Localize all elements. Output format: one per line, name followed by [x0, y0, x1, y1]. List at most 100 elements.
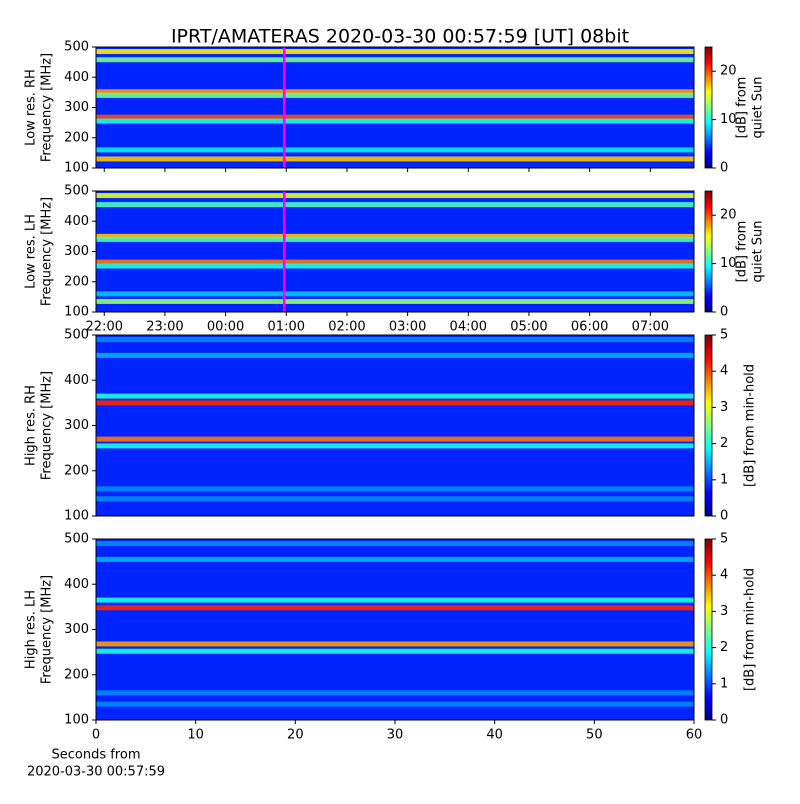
colorbar-label: [dB] from min-hold: [743, 568, 758, 691]
spectral-band: [96, 486, 694, 492]
spectral-band: [96, 193, 694, 199]
y-tick-label: 300: [64, 418, 89, 433]
y-tick-label: 200: [64, 667, 89, 682]
spectral-band: [96, 701, 694, 707]
spectral-band: [96, 597, 694, 603]
y-tick-label: 400: [64, 70, 89, 85]
x-tick-label: 22:00: [86, 320, 123, 335]
y-tick-label: 300: [64, 622, 89, 637]
x-tick-label: 10: [187, 728, 204, 743]
y-tick-label: 100: [64, 305, 89, 320]
colorbar-tick-label: 3: [720, 400, 728, 415]
x-tick-label: 02:00: [328, 320, 365, 335]
x-tick-label: 00:00: [207, 320, 244, 335]
x-tick-label: 06:00: [571, 320, 608, 335]
spectral-band: [96, 147, 694, 153]
colorbar: [704, 334, 713, 517]
colorbar-tick-label: 20: [720, 208, 737, 223]
y-tick-label: 200: [64, 463, 89, 478]
spectral-band: [96, 337, 694, 343]
spectral-band: [96, 114, 694, 120]
colorbar-tick-label: 3: [720, 604, 728, 619]
y-tick-label: 500: [64, 184, 89, 199]
y-tick-label: 500: [64, 40, 89, 55]
colorbar-tick-label: 5: [720, 328, 728, 343]
chart-title: IPRT/AMATERAS 2020-03-30 00:57:59 [UT] 0…: [171, 26, 629, 48]
y-tick-label: 100: [64, 509, 89, 524]
spectral-band: [96, 236, 694, 242]
spectral-band: [96, 556, 694, 562]
x-axis-label: Seconds from: [51, 748, 140, 763]
colorbar-label: [dB] from min-hold: [743, 364, 758, 487]
x-axis-label: 2020-03-30 00:57:59: [27, 765, 165, 780]
spectral-band: [96, 436, 694, 442]
colorbar-tick-label: 10: [720, 256, 737, 271]
y-tick-label: 400: [64, 373, 89, 388]
colorbar: [704, 46, 713, 169]
x-tick-label: 0: [92, 728, 100, 743]
y-tick-label: 200: [64, 130, 89, 145]
spectral-band: [96, 541, 694, 547]
spectral-band: [96, 49, 694, 55]
y-axis-label: Low res. LH: [24, 214, 39, 289]
y-axis-label: High res. LH: [24, 590, 39, 669]
colorbar-label: [dB] from: [735, 77, 750, 139]
spectral-band: [96, 118, 694, 124]
colorbar-tick-label: 0: [720, 713, 728, 728]
y-tick-label: 300: [64, 100, 89, 115]
spectral-band: [96, 263, 694, 269]
colorbar-tick-label: 20: [720, 64, 737, 79]
x-tick-label: 20: [287, 728, 304, 743]
colorbar: [704, 190, 713, 313]
spectral-band: [96, 443, 694, 449]
spectral-band: [96, 259, 694, 265]
colorbar-tick-label: 0: [720, 305, 728, 320]
x-tick-label: 03:00: [389, 320, 426, 335]
y-tick-label: 200: [64, 274, 89, 289]
colorbar-tick-label: 4: [720, 568, 728, 583]
colorbar-tick-label: 1: [720, 676, 728, 691]
y-axis-label: Frequency [MHz]: [40, 53, 55, 162]
colorbar-tick-label: 0: [720, 161, 728, 176]
spectral-band: [96, 156, 694, 162]
x-tick-label: 04:00: [450, 320, 487, 335]
y-axis-label: Frequency [MHz]: [40, 575, 55, 684]
x-tick-label: 50: [586, 728, 603, 743]
y-axis-label: Frequency [MHz]: [40, 371, 55, 480]
colorbar-tick-label: 5: [720, 532, 728, 547]
spectral-band: [96, 89, 694, 95]
colorbar: [704, 538, 713, 721]
spectral-band: [96, 648, 694, 654]
spectral-band: [96, 291, 694, 297]
spectral-band: [96, 641, 694, 647]
heatmap-background: [96, 335, 694, 516]
spectral-band: [96, 92, 694, 98]
colorbar-label: quiet Sun: [751, 76, 766, 138]
colorbar-label: quiet Sun: [751, 220, 766, 282]
spectral-band: [96, 690, 694, 696]
x-tick-label: 05:00: [510, 320, 547, 335]
y-tick-label: 100: [64, 713, 89, 728]
x-tick-label: 30: [387, 728, 404, 743]
y-tick-label: 400: [64, 577, 89, 592]
y-axis-label: High res. RH: [24, 385, 39, 466]
heatmap-background: [96, 539, 694, 720]
colorbar-tick-label: 2: [720, 640, 728, 655]
colorbar-tick-label: 0: [720, 509, 728, 524]
x-tick-label: 07:00: [632, 320, 669, 335]
spectral-band: [96, 400, 694, 406]
y-tick-label: 400: [64, 214, 89, 229]
x-tick-label: 40: [486, 728, 503, 743]
spectral-band: [96, 57, 694, 63]
colorbar-label: [dB] from: [735, 221, 750, 283]
colorbar-tick-label: 10: [720, 112, 737, 127]
spectral-band: [96, 352, 694, 358]
spectral-band: [96, 496, 694, 502]
spectral-band: [96, 233, 694, 239]
spectral-band: [96, 605, 694, 611]
colorbar-tick-label: 1: [720, 472, 728, 487]
x-tick-label: 23:00: [146, 320, 183, 335]
spectral-band: [96, 298, 694, 304]
y-axis-label: Frequency [MHz]: [40, 197, 55, 306]
